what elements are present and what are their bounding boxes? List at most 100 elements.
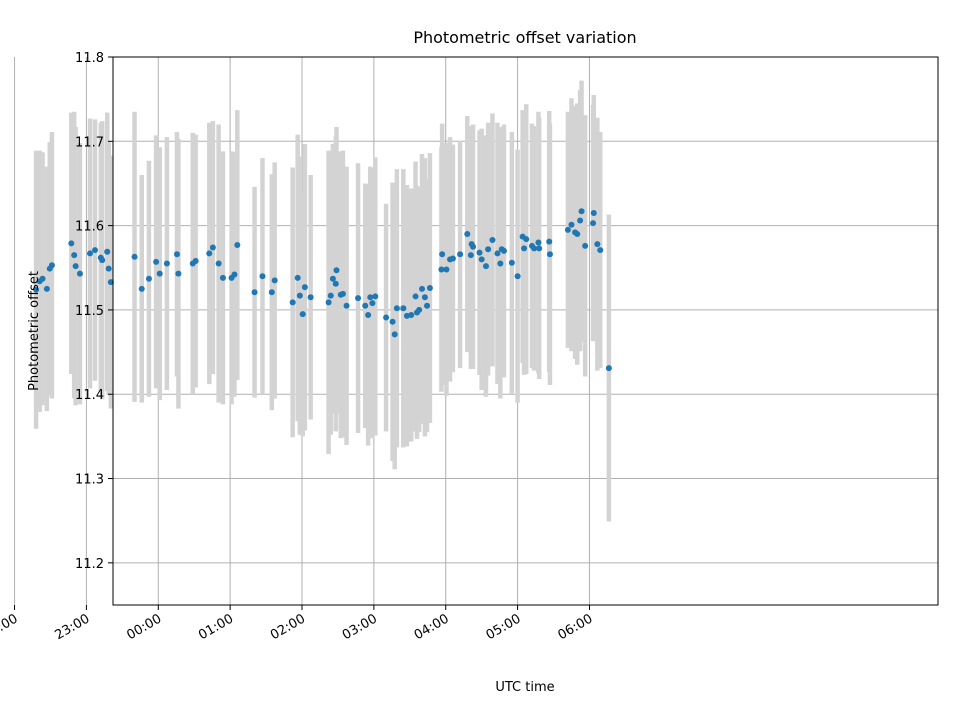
data-point xyxy=(443,266,450,273)
data-point xyxy=(416,306,423,313)
data-point xyxy=(489,236,496,243)
data-point xyxy=(99,257,106,264)
data-point xyxy=(87,250,94,257)
data-point xyxy=(145,275,152,282)
data-point xyxy=(329,275,336,282)
x-axis-ticks: 20:0021:0022:0023:0000:0001:0002:0003:00… xyxy=(0,605,595,643)
data-point xyxy=(476,249,483,256)
data-point xyxy=(367,294,374,301)
data-point xyxy=(131,253,138,260)
data-point xyxy=(163,260,170,267)
data-point xyxy=(327,292,334,299)
data-point xyxy=(153,258,160,265)
data-point xyxy=(259,273,266,280)
x-tick-label: 00:00 xyxy=(124,611,164,643)
y-tick-label: 11.2 xyxy=(75,557,104,572)
data-point xyxy=(383,314,390,321)
data-point xyxy=(500,247,507,254)
data-point xyxy=(215,260,222,267)
x-tick-label: 03:00 xyxy=(340,611,380,643)
data-point xyxy=(494,250,501,257)
data-point xyxy=(546,251,553,258)
data-point xyxy=(43,285,50,292)
data-point xyxy=(289,299,296,306)
x-tick-label: 22:00 xyxy=(0,611,21,643)
data-point xyxy=(582,242,589,249)
data-point xyxy=(605,365,612,372)
data-point xyxy=(393,305,400,312)
y-tick-label: 11.6 xyxy=(75,220,104,235)
data-point xyxy=(72,263,79,270)
data-point xyxy=(597,247,604,254)
data-point xyxy=(594,241,601,248)
data-point xyxy=(365,311,372,318)
data-point xyxy=(419,285,426,292)
data-point xyxy=(577,217,584,224)
data-point xyxy=(173,251,180,258)
data-point xyxy=(546,238,553,245)
data-point xyxy=(156,270,163,277)
data-point xyxy=(332,280,339,287)
data-point xyxy=(268,289,275,296)
data-point xyxy=(271,277,278,284)
data-point xyxy=(299,311,306,318)
data-point xyxy=(372,293,379,300)
x-tick-label: 06:00 xyxy=(556,611,596,643)
data-point xyxy=(206,250,213,257)
data-point xyxy=(33,286,40,293)
data-point xyxy=(421,294,428,301)
data-point xyxy=(251,289,258,296)
data-point xyxy=(48,262,55,269)
data-point xyxy=(209,244,216,251)
data-point xyxy=(523,236,530,243)
data-point xyxy=(175,270,182,277)
plot-frame xyxy=(112,56,939,606)
y-tick-label: 11.5 xyxy=(75,304,104,319)
data-point xyxy=(104,248,111,255)
data-point xyxy=(497,260,504,267)
data-point xyxy=(536,245,543,252)
data-point xyxy=(574,231,581,238)
data-point xyxy=(535,239,542,246)
data-point xyxy=(478,256,485,263)
data-point xyxy=(68,240,75,247)
data-point xyxy=(325,299,332,306)
data-point xyxy=(71,252,78,259)
data-point xyxy=(521,245,528,252)
data-point xyxy=(424,302,431,309)
data-point xyxy=(301,284,308,291)
data-point xyxy=(231,271,238,278)
x-axis-label: UTC time xyxy=(495,680,554,695)
x-tick-label: 23:00 xyxy=(52,611,92,643)
data-point xyxy=(564,226,571,233)
data-point xyxy=(105,265,112,272)
x-tick-label: 05:00 xyxy=(484,611,524,643)
data-point xyxy=(439,251,446,258)
x-tick-label: 04:00 xyxy=(412,611,452,643)
data-point xyxy=(590,220,597,227)
data-point xyxy=(485,246,492,253)
y-tick-label: 11.7 xyxy=(75,135,104,150)
chart-title: Photometric offset variation xyxy=(413,28,636,47)
data-point xyxy=(192,258,199,265)
y-axis-ticks: 11.2 11.3 11.4 11.5 11.6 11.7 11.8 xyxy=(75,51,113,572)
data-point xyxy=(343,302,350,309)
data-point xyxy=(92,247,99,254)
data-point xyxy=(355,295,362,302)
y-tick-label: 11.8 xyxy=(75,51,104,66)
y-axis-label: Photometric offset xyxy=(27,271,42,391)
data-point xyxy=(408,311,415,318)
data-point xyxy=(508,259,515,266)
data-point xyxy=(138,285,145,292)
data-point xyxy=(339,290,346,297)
y-tick-label: 11.3 xyxy=(75,473,104,488)
data-point xyxy=(296,292,303,299)
data-point xyxy=(464,231,471,238)
data-point xyxy=(482,263,489,270)
data-point xyxy=(449,255,456,262)
data-point xyxy=(307,294,314,301)
data-point xyxy=(470,243,477,250)
data-point xyxy=(514,273,521,280)
data-point xyxy=(590,209,597,216)
data-point xyxy=(412,293,419,300)
